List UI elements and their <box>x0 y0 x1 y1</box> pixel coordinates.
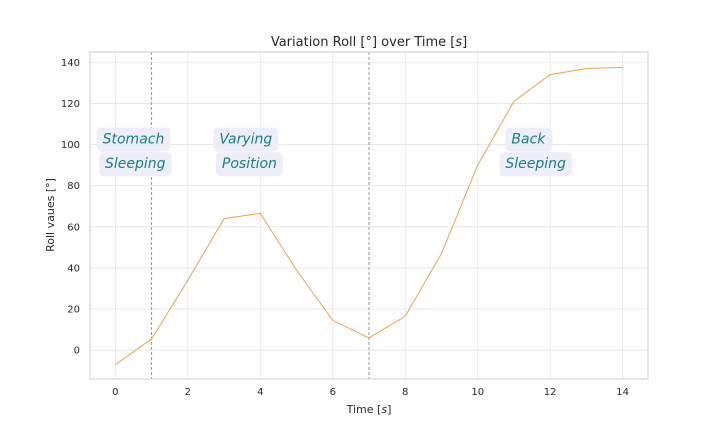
annotation-box <box>96 127 171 152</box>
annotation: Stomach <box>96 127 171 152</box>
y-tick-label: 40 <box>67 263 80 274</box>
x-tick-label: 6 <box>330 387 336 398</box>
annotation: Varying <box>213 127 279 152</box>
vertical-markers <box>151 52 370 379</box>
annotation: Sleeping <box>499 152 573 177</box>
annotation-text: Stomach <box>103 132 165 148</box>
x-tick-label: 4 <box>257 387 263 398</box>
y-tick-label: 120 <box>61 99 80 110</box>
annotation-text: Sleeping <box>105 156 166 172</box>
annotation-box <box>499 152 573 177</box>
y-tick-label: 60 <box>67 222 80 233</box>
y-tick-label: 140 <box>61 58 80 69</box>
series-line <box>115 66 623 366</box>
y-tick-label: 0 <box>74 346 80 357</box>
x-tick-label: 12 <box>544 387 557 398</box>
annotation: Back <box>505 127 553 152</box>
y-tick-label: 80 <box>67 181 80 192</box>
series-layer <box>115 66 623 366</box>
annotation-box <box>505 127 553 152</box>
annotation-text: Sleeping <box>505 156 566 172</box>
y-tick-labels: 0 20 40 60 80 100 120 140 <box>61 58 80 357</box>
y-tick-label: 100 <box>61 140 80 151</box>
annotation-box <box>215 152 283 177</box>
x-tick-label: 2 <box>185 387 191 398</box>
plot-frame <box>89 51 649 380</box>
annotation-text: Back <box>511 132 546 148</box>
annotation-text: Varying <box>219 132 272 148</box>
annotation-text: Position <box>222 156 277 172</box>
y-tick-label: 20 <box>67 305 80 316</box>
x-tick-label: 8 <box>402 387 408 398</box>
annotation-box <box>99 152 172 177</box>
chart-title: Variation Roll [°] over Time [s] <box>271 35 467 50</box>
annotation-box <box>213 127 279 152</box>
x-axis-label: Time [s] <box>346 403 392 416</box>
x-tick-label: 10 <box>471 387 484 398</box>
annotation: Sleeping <box>99 152 172 177</box>
x-tick-label: 14 <box>616 387 629 398</box>
x-tick-label: 0 <box>112 387 118 398</box>
x-tick-labels: 0 2 4 6 8 10 12 14 <box>112 387 629 398</box>
annotation: Position <box>215 152 283 177</box>
y-axis-label: Roll vaues [°] <box>44 178 57 252</box>
annotations: Stomach Sleeping Varying Position Back Sleepi… <box>96 127 573 177</box>
